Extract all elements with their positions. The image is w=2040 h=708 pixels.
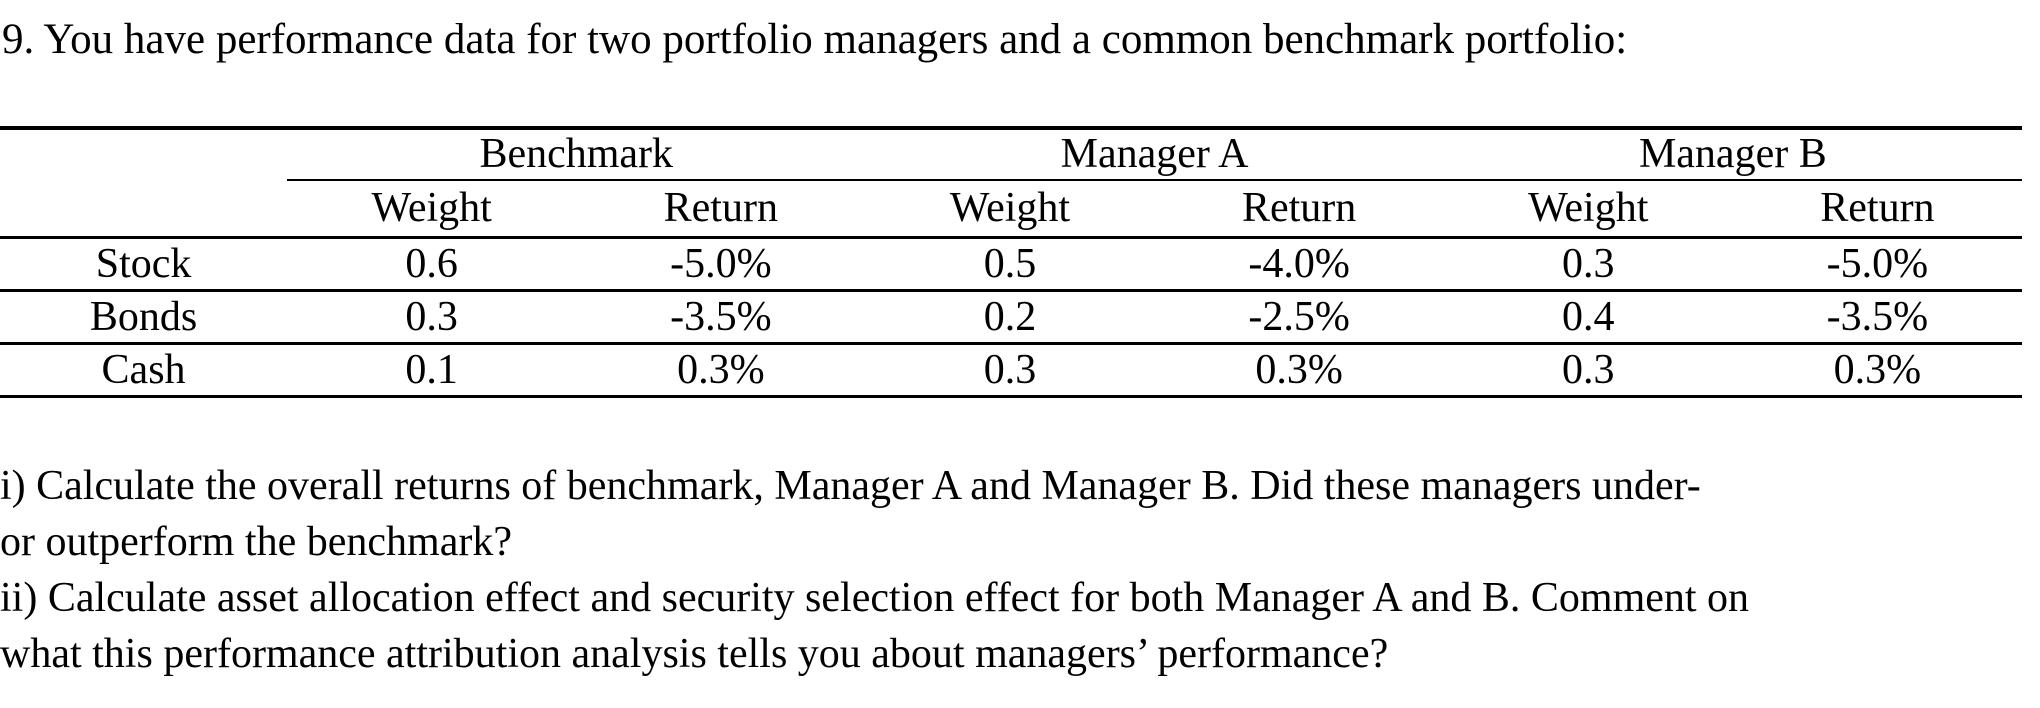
row-label-cash: Cash — [0, 343, 288, 399]
question-i: i) Calculate the overall returns of benc… — [0, 458, 2040, 570]
corner-empty-cell — [0, 179, 288, 240]
cell-stock-benchmark-return: -5.0% — [576, 237, 866, 293]
problem-statement: 9. You have performance data for two por… — [2, 16, 1628, 63]
question-i-line-2: or outperform the benchmark? — [0, 519, 512, 566]
cell-stock-manager-a-weight: 0.5 — [865, 237, 1155, 293]
cell-stock-manager-a-return: -4.0% — [1154, 237, 1444, 293]
cell-stock-manager-b-weight: 0.3 — [1443, 237, 1733, 293]
question-ii: ii) Calculate asset allocation effect an… — [0, 570, 2040, 682]
table-row-bonds: Bonds 0.3 -3.5% 0.2 -2.5% 0.4 -3.5% — [0, 290, 2022, 346]
cell-bonds-benchmark-return: -3.5% — [576, 290, 866, 346]
question-ii-line-1: ii) Calculate asset allocation effect an… — [0, 575, 1750, 622]
table-row-cash: Cash 0.1 0.3% 0.3 0.3% 0.3 0.3% — [0, 343, 2022, 399]
row-label-bonds: Bonds — [0, 290, 288, 346]
column-header-manager-b-weight: Weight — [1443, 179, 1733, 240]
cell-stock-benchmark-weight: 0.6 — [287, 237, 577, 293]
performance-table: Benchmark Manager A Manager B Weight Ret… — [0, 125, 2022, 399]
cell-bonds-manager-b-return: -3.5% — [1732, 290, 2022, 346]
questions-block: i) Calculate the overall returns of benc… — [0, 458, 2040, 682]
cell-cash-manager-a-return: 0.3% — [1154, 343, 1444, 399]
group-header-manager-a: Manager A — [865, 127, 1444, 181]
cell-bonds-manager-a-weight: 0.2 — [865, 290, 1155, 346]
group-header-benchmark: Benchmark — [287, 127, 866, 181]
table-row-stock: Stock 0.6 -5.0% 0.5 -4.0% 0.3 -5.0% — [0, 237, 2022, 293]
cell-cash-manager-b-return: 0.3% — [1732, 343, 2022, 399]
cell-bonds-benchmark-weight: 0.3 — [287, 290, 577, 346]
column-header-manager-a-weight: Weight — [865, 179, 1155, 240]
question-ii-line-2: what this performance attribution analys… — [0, 631, 1389, 678]
cell-bonds-manager-a-return: -2.5% — [1154, 290, 1444, 346]
column-header-benchmark-weight: Weight — [287, 179, 577, 240]
cell-cash-benchmark-return: 0.3% — [576, 343, 866, 399]
corner-empty-cell — [0, 128, 287, 180]
table-group-header-row: Benchmark Manager A Manager B — [0, 127, 2022, 181]
cell-bonds-manager-b-weight: 0.4 — [1443, 290, 1733, 346]
column-header-manager-b-return: Return — [1732, 179, 2022, 240]
column-header-manager-a-return: Return — [1154, 179, 1444, 240]
question-i-line-1: i) Calculate the overall returns of benc… — [0, 463, 1701, 510]
table-column-header-row: Weight Return Weight Return Weight Retur… — [0, 179, 2022, 240]
cell-cash-manager-a-weight: 0.3 — [865, 343, 1155, 399]
column-header-benchmark-return: Return — [576, 179, 866, 240]
cell-stock-manager-b-return: -5.0% — [1732, 237, 2022, 293]
cell-cash-manager-b-weight: 0.3 — [1443, 343, 1733, 399]
cell-cash-benchmark-weight: 0.1 — [287, 343, 577, 399]
row-label-stock: Stock — [0, 237, 288, 293]
group-header-manager-b: Manager B — [1443, 127, 2022, 181]
